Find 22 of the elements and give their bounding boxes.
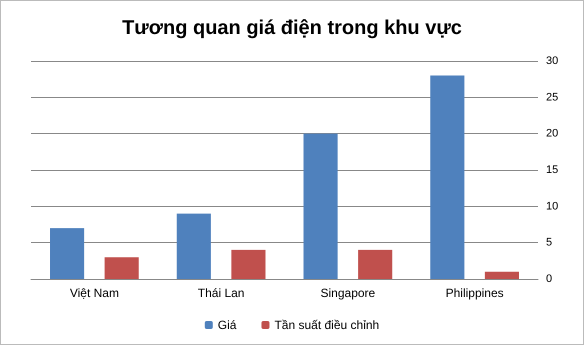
bar xyxy=(304,134,338,279)
y-tick-label: 10 xyxy=(546,200,558,212)
bar xyxy=(484,272,519,279)
y-tick-label: 30 xyxy=(546,55,558,67)
y-tick-label: 25 xyxy=(546,91,558,104)
bar xyxy=(176,214,211,279)
y-tick-label: 20 xyxy=(546,128,558,140)
bar xyxy=(104,257,139,279)
x-tick-label: Việt Nam xyxy=(70,286,119,300)
y-tick-label: 0 xyxy=(546,273,552,285)
bar xyxy=(358,250,392,279)
chart-title: Tương quan giá điện trong khu vực xyxy=(122,17,462,39)
bar xyxy=(50,228,84,279)
bar xyxy=(231,250,266,279)
x-tick-label: Thái Lan xyxy=(198,286,244,300)
bar xyxy=(430,76,464,279)
x-tick-label: Singapore xyxy=(320,286,376,300)
legend-label: Giá xyxy=(218,318,237,332)
y-tick-label: 15 xyxy=(546,164,558,176)
legend-label: Tần suất điều chỉnh xyxy=(274,318,380,332)
y-tick-label: 5 xyxy=(546,236,552,249)
x-tick-label: Philippines xyxy=(446,286,504,300)
